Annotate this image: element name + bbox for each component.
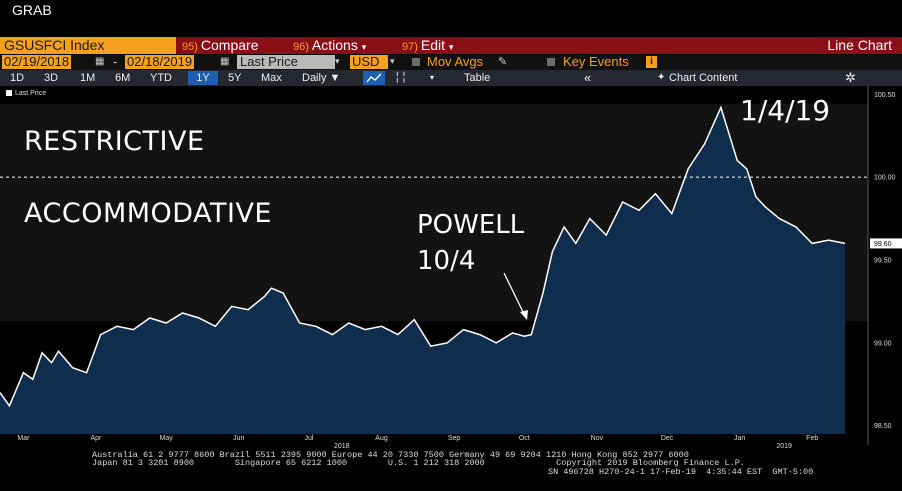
compare-label: Compare xyxy=(200,37,259,53)
window-title: GRAB xyxy=(12,2,52,18)
chart-band xyxy=(0,86,868,104)
field-select[interactable]: Last Price xyxy=(237,55,335,69)
edit-button[interactable]: 97) Edit ▾ xyxy=(402,37,453,54)
legend-label: Last Price xyxy=(15,90,47,97)
chevron-down-icon: ▾ xyxy=(448,42,454,52)
restrictive-annotation: RESTRICTIVE xyxy=(24,126,205,157)
key-events-checkbox[interactable] xyxy=(547,58,555,66)
edit-number: 97) xyxy=(402,41,418,53)
footer-serial: SN 496728 H270-24-1 17-Feb-19 4:35:44 ES… xyxy=(548,467,814,477)
y-tick-label: 99.00 xyxy=(874,340,892,347)
chart-legend[interactable]: Last Price xyxy=(6,90,46,97)
range-max[interactable]: Max xyxy=(261,72,282,84)
x-year-label: 2018 xyxy=(334,443,350,450)
x-tick-label: Jul xyxy=(304,435,313,442)
date-separator: - xyxy=(113,54,118,69)
chevron-down-icon: ▼ xyxy=(329,72,341,84)
range-6m[interactable]: 6M xyxy=(115,72,131,84)
powell-annotation: POWELL 10/4 xyxy=(417,207,524,279)
y-tick-label: 100.50 xyxy=(874,92,896,99)
last-value-flag: 99.60 xyxy=(870,238,902,249)
end-date-field[interactable]: 02/18/2019 xyxy=(125,54,195,69)
y-tick-label: 99.50 xyxy=(874,258,892,265)
compare-button[interactable]: 95) Compare xyxy=(182,37,259,54)
chevron-down-icon[interactable]: ▾ xyxy=(430,73,435,82)
chart-content-button[interactable]: Chart Content xyxy=(669,72,738,84)
x-tick-label: Feb xyxy=(806,435,818,442)
settings-bar xyxy=(0,55,902,70)
range-1y[interactable]: 1Y xyxy=(188,71,218,85)
line-chart-icon[interactable] xyxy=(363,71,385,85)
currency-select[interactable]: USD xyxy=(350,55,388,69)
line-chart-glyph xyxy=(366,73,382,83)
x-tick-label: Jan xyxy=(734,435,745,442)
frequency-select[interactable]: Daily ▼ xyxy=(300,71,342,85)
footer-contacts-1: Australia 61 2 9777 8600 Brazil 5511 239… xyxy=(92,450,689,460)
chevron-down-icon: ▾ xyxy=(361,42,367,52)
x-tick-label: Aug xyxy=(375,435,388,442)
actions-number: 96) xyxy=(293,41,309,53)
powell-date: 10/4 xyxy=(417,246,476,276)
command-bar xyxy=(0,37,902,54)
table-button[interactable]: Table xyxy=(464,72,491,84)
chart-type-label[interactable]: Line Chart xyxy=(827,37,892,53)
x-year-label: 2019 xyxy=(776,443,792,450)
actions-button[interactable]: 96) Actions ▾ xyxy=(293,37,366,54)
x-tick-label: Nov xyxy=(591,435,604,442)
actions-label: Actions xyxy=(311,37,358,53)
last-value-box xyxy=(870,238,902,249)
range-1m[interactable]: 1M xyxy=(80,72,96,84)
price-line xyxy=(0,105,846,408)
chevron-down-icon[interactable]: ▾ xyxy=(390,56,395,66)
range-ytd[interactable]: YTD xyxy=(150,72,172,84)
chevron-down-icon[interactable]: ▾ xyxy=(335,56,340,66)
x-tick-label: May xyxy=(160,435,174,442)
range-1d[interactable]: 1D xyxy=(10,72,25,84)
range-5y[interactable]: 5Y xyxy=(228,72,242,84)
gear-icon[interactable]: ✲ xyxy=(845,70,856,85)
x-tick-label: Sep xyxy=(448,435,461,442)
start-date-field[interactable]: 02/19/2018 xyxy=(2,54,72,69)
compare-number: 95) xyxy=(182,41,198,53)
x-axis: Mar Apr May Jun Jul Aug Sep Oct Nov Dec Jan Feb 2018… xyxy=(17,435,818,450)
y-axis: 98.50 99.00 99.50 100.00 100.50 xyxy=(874,92,896,430)
x-tick-label: Apr xyxy=(91,435,103,442)
bar-chart-icon[interactable]: ╎╎ xyxy=(394,72,408,84)
legend-swatch xyxy=(6,90,12,97)
y-tick-label: 98.50 xyxy=(874,423,892,430)
price-chart: 98.50 99.00 99.50 100.00 100.50 Mar Apr May Jun… xyxy=(0,86,902,450)
edit-label: Edit xyxy=(420,37,446,53)
x-tick-label: Oct xyxy=(519,435,530,442)
peak-date-annotation: 1/4/19 xyxy=(740,94,831,127)
range-bar xyxy=(0,70,902,86)
x-tick-label: Dec xyxy=(661,435,674,442)
last-value-label: 99.60 xyxy=(874,241,892,248)
arrow-shaft xyxy=(503,272,526,317)
calendar-icon[interactable]: ▦ xyxy=(220,56,230,67)
x-tick-label: Jun xyxy=(233,435,244,442)
mov-avgs-label[interactable]: Mov Avgs xyxy=(427,54,484,69)
range-3d[interactable]: 3D xyxy=(44,72,59,84)
powell-arrow xyxy=(503,272,528,320)
x-tick-label: Mar xyxy=(17,435,30,442)
y-tick-label: 100.00 xyxy=(874,175,896,182)
calendar-icon[interactable]: ▦ xyxy=(95,56,105,67)
frequency-label: Daily xyxy=(302,72,327,84)
pencil-icon[interactable]: ✎ xyxy=(498,56,508,68)
accommodative-annotation: ACCOMMODATIVE xyxy=(24,198,272,229)
footer-contacts-2: Japan 81 3 3201 8900 Singapore 65 6212 1… xyxy=(92,458,745,468)
info-icon[interactable]: i xyxy=(646,56,657,68)
price-area xyxy=(0,107,845,434)
arrow-head xyxy=(520,310,528,320)
mov-avgs-checkbox[interactable] xyxy=(412,58,420,66)
key-events-label[interactable]: Key Events xyxy=(563,54,629,69)
ticker-field[interactable]: GSUSFCI Index xyxy=(0,37,176,54)
collapse-icon[interactable]: « xyxy=(584,70,592,85)
pushpin-icon[interactable]: ✦ xyxy=(657,72,666,83)
powell-label: POWELL xyxy=(417,210,525,240)
